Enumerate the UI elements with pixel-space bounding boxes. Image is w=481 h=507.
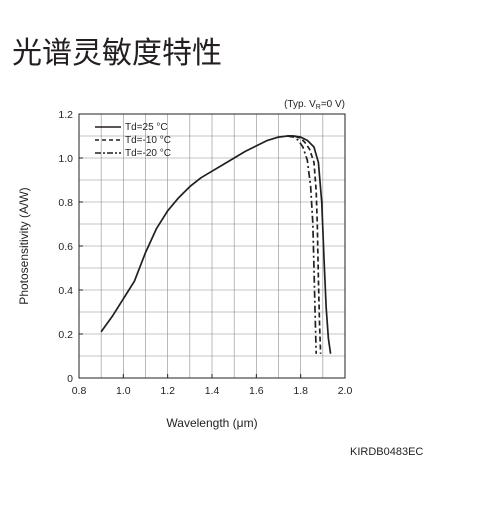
y-tick-label: 0.8 [58,197,73,209]
legend: Td=25 °C Td=-10 °C Td=-20 °C [95,122,171,159]
axis-ticks: 0.8 1.0 1.2 1.4 1.6 1.8 2.0 0 0.2 0.4 0.6 0.8 1.0 1.2 [58,109,352,397]
y-tick-label: 0.6 [58,241,73,253]
legend-label: Td=-10 °C [125,135,171,146]
x-tick-label: 1.2 [160,385,175,397]
x-tick-label: 1.8 [293,385,308,397]
series-line-dash [287,135,322,354]
x-tick-label: 1.0 [116,385,131,397]
y-axis-label: Photosensitivity (A/W) [17,187,31,304]
condition-note-suffix: =0 V) [321,99,345,110]
grid [79,114,345,378]
page-title: 光谱灵敏度特性 [12,36,222,71]
y-tick-label: 0.4 [58,285,73,297]
legend-label: Td=25 °C [125,122,168,133]
x-tick-label: 0.8 [72,385,87,397]
condition-note-subscript: R [316,104,321,111]
x-tick-label: 1.4 [205,385,220,397]
document-code: KIRDB0483EC [350,446,424,458]
series-line-dashdot [287,135,318,354]
x-tick-label: 1.6 [249,385,264,397]
y-tick-label: 0.2 [58,329,73,341]
condition-note: (Typ. VR=0 V) [284,99,345,111]
x-axis-label: Wavelength (μm) [166,416,257,430]
y-tick-label: 1.2 [58,109,73,121]
legend-label: Td=-20 °C [125,148,171,159]
y-tick-label: 0 [67,373,73,385]
series-lines [100,135,332,354]
series-line-solid [100,135,332,354]
condition-note-prefix: (Typ. V [284,99,316,110]
y-tick-label: 1.0 [58,153,73,165]
x-tick-label: 2.0 [338,385,353,397]
